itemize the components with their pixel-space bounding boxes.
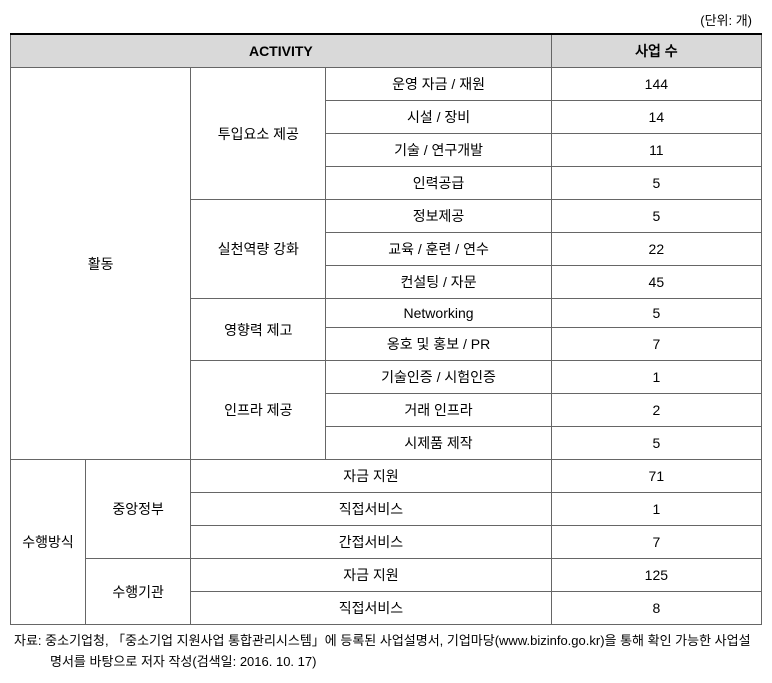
item-cell: 컨설팅 / 자문 — [326, 266, 551, 299]
unit-label: (단위: 개) — [10, 10, 762, 29]
value-cell: 144 — [551, 68, 761, 101]
item-cell: 간접서비스 — [191, 526, 551, 559]
item-cell: 교육 / 훈련 / 연수 — [326, 233, 551, 266]
value-cell: 1 — [551, 361, 761, 394]
item-cell: 운영 자금 / 재원 — [326, 68, 551, 101]
data-table: ACTIVITY 사업 수 활동 투입요소 제공 운영 자금 / 재원 144 … — [10, 33, 762, 625]
table-row: 수행기관 자금 지원 125 — [11, 559, 762, 592]
item-cell: 거래 인프라 — [326, 394, 551, 427]
item-cell: 옹호 및 홍보 / PR — [326, 328, 551, 361]
group-label: 인프라 제공 — [191, 361, 326, 460]
item-cell: 정보제공 — [326, 200, 551, 233]
value-cell: 5 — [551, 427, 761, 460]
item-cell: Networking — [326, 299, 551, 328]
value-cell: 5 — [551, 299, 761, 328]
value-cell: 7 — [551, 526, 761, 559]
section-label: 수행방식 — [11, 460, 86, 625]
item-cell: 자금 지원 — [191, 559, 551, 592]
table-row: 활동 투입요소 제공 운영 자금 / 재원 144 — [11, 68, 762, 101]
item-cell: 시설 / 장비 — [326, 101, 551, 134]
value-cell: 11 — [551, 134, 761, 167]
value-cell: 7 — [551, 328, 761, 361]
value-cell: 2 — [551, 394, 761, 427]
item-cell: 인력공급 — [326, 167, 551, 200]
group-label: 중앙정부 — [86, 460, 191, 559]
table-header-row: ACTIVITY 사업 수 — [11, 34, 762, 68]
footer-note: 자료: 중소기업청, 「중소기업 지원사업 통합관리시스템」에 등록된 사업설명… — [46, 631, 762, 673]
item-cell: 직접서비스 — [191, 592, 551, 625]
group-label: 투입요소 제공 — [191, 68, 326, 200]
item-cell: 자금 지원 — [191, 460, 551, 493]
value-cell: 5 — [551, 167, 761, 200]
value-cell: 125 — [551, 559, 761, 592]
value-cell: 71 — [551, 460, 761, 493]
value-cell: 14 — [551, 101, 761, 134]
item-cell: 기술 / 연구개발 — [326, 134, 551, 167]
group-label: 실천역량 강화 — [191, 200, 326, 299]
header-activity: ACTIVITY — [11, 34, 552, 68]
value-cell: 22 — [551, 233, 761, 266]
item-cell: 직접서비스 — [191, 493, 551, 526]
group-label: 수행기관 — [86, 559, 191, 625]
value-cell: 5 — [551, 200, 761, 233]
section-label: 활동 — [11, 68, 191, 460]
group-label: 영향력 제고 — [191, 299, 326, 361]
value-cell: 8 — [551, 592, 761, 625]
item-cell: 시제품 제작 — [326, 427, 551, 460]
value-cell: 1 — [551, 493, 761, 526]
table-row: 수행방식 중앙정부 자금 지원 71 — [11, 460, 762, 493]
value-cell: 45 — [551, 266, 761, 299]
item-cell: 기술인증 / 시험인증 — [326, 361, 551, 394]
header-count: 사업 수 — [551, 34, 761, 68]
